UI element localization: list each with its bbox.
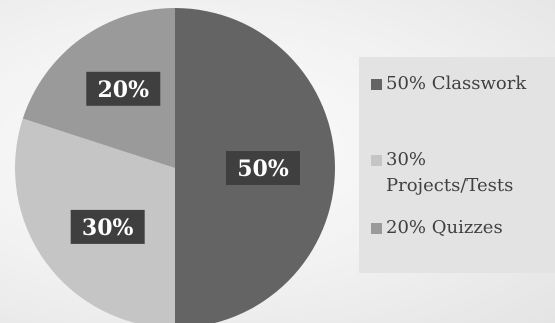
- pie-data-labels: 50% 30% 20%: [70, 71, 300, 244]
- legend-item-projects-tests: 30% Projects/Tests: [371, 147, 555, 199]
- legend-item-classwork: 50% Classwork: [371, 71, 555, 97]
- legend-swatch-classwork: [371, 79, 382, 90]
- data-label-classwork: 50%: [226, 151, 300, 185]
- data-label-box-projects-tests: [70, 209, 145, 244]
- data-label-box-classwork: [226, 151, 300, 185]
- legend-swatch-projects-tests: [371, 155, 382, 166]
- legend-item-quizzes: 20% Quizzes: [371, 215, 555, 241]
- legend-label-projects-tests: 30% Projects/Tests: [386, 149, 514, 196]
- data-label-projects-tests: 30%: [70, 209, 145, 244]
- legend: 50% Classwork 30% Projects/Tests 20% Qui…: [359, 57, 555, 273]
- legend-swatch-quizzes: [371, 223, 382, 234]
- data-label-text-quizzes: 20%: [98, 77, 150, 103]
- data-label-quizzes: 20%: [86, 71, 161, 106]
- data-label-text-classwork: 50%: [237, 156, 289, 182]
- legend-label-quizzes: 20% Quizzes: [386, 217, 503, 238]
- legend-label-classwork: 50% Classwork: [386, 73, 527, 94]
- data-label-box-quizzes: [86, 71, 161, 106]
- data-label-text-projects-tests: 30%: [82, 215, 134, 241]
